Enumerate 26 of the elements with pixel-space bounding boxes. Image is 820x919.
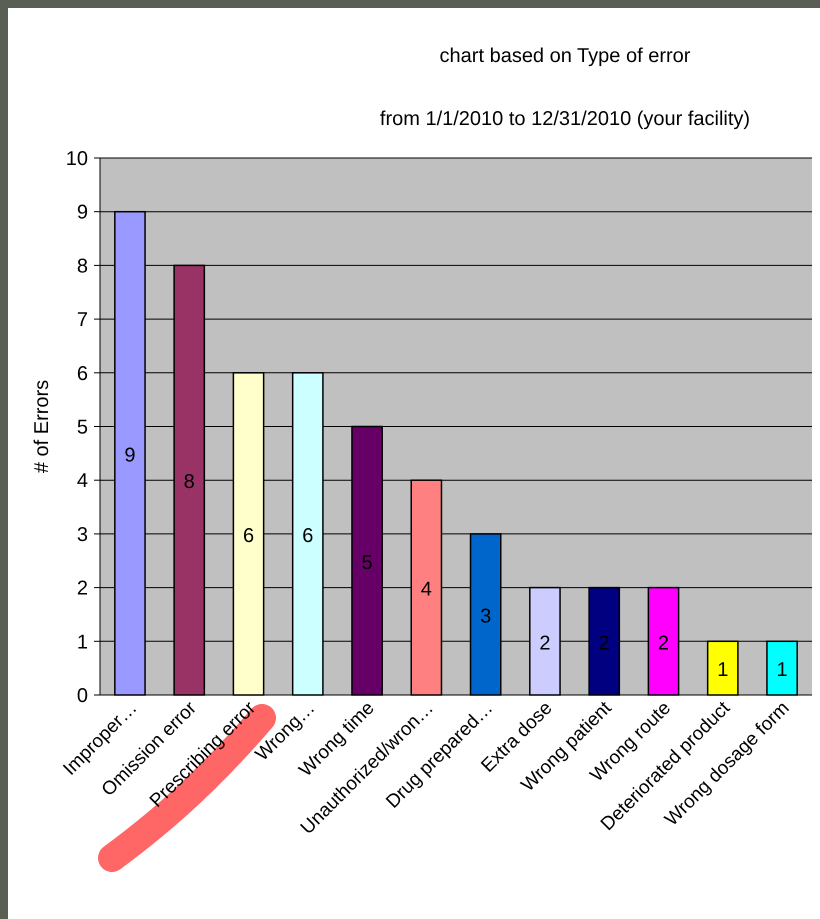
data-label: 2 — [539, 632, 550, 654]
y-tick-label: 5 — [76, 416, 88, 438]
data-label: 8 — [184, 471, 195, 494]
data-label: 1 — [717, 659, 728, 682]
y-tick-label: 4 — [76, 470, 88, 492]
chart-subtitle: from 1/1/2010 to 12/31/2010 (your facility) — [380, 108, 750, 130]
chart-title: chart based on Type of error — [440, 45, 691, 67]
data-label: 6 — [242, 524, 254, 547]
y-tick-label: 7 — [76, 309, 88, 332]
data-label: 2 — [658, 632, 670, 654]
y-tick-label: 10 — [66, 148, 88, 170]
y-tick-label: 9 — [76, 202, 88, 224]
data-label: 3 — [480, 605, 492, 628]
y-tick-label: 3 — [76, 524, 88, 546]
y-tick-label: 8 — [76, 255, 88, 278]
y-tick-label: 6 — [76, 362, 88, 385]
y-tick-label: 2 — [76, 578, 88, 600]
data-label: 1 — [776, 659, 788, 682]
y-axis-title: # of Errors — [31, 380, 53, 474]
data-label: 2 — [598, 632, 610, 654]
data-label: 4 — [420, 578, 432, 601]
y-tick-label: 1 — [76, 631, 88, 654]
data-label: 9 — [124, 444, 136, 466]
y-tick-label: 0 — [76, 685, 88, 707]
data-label: 6 — [302, 524, 314, 547]
data-label: 5 — [362, 552, 373, 574]
